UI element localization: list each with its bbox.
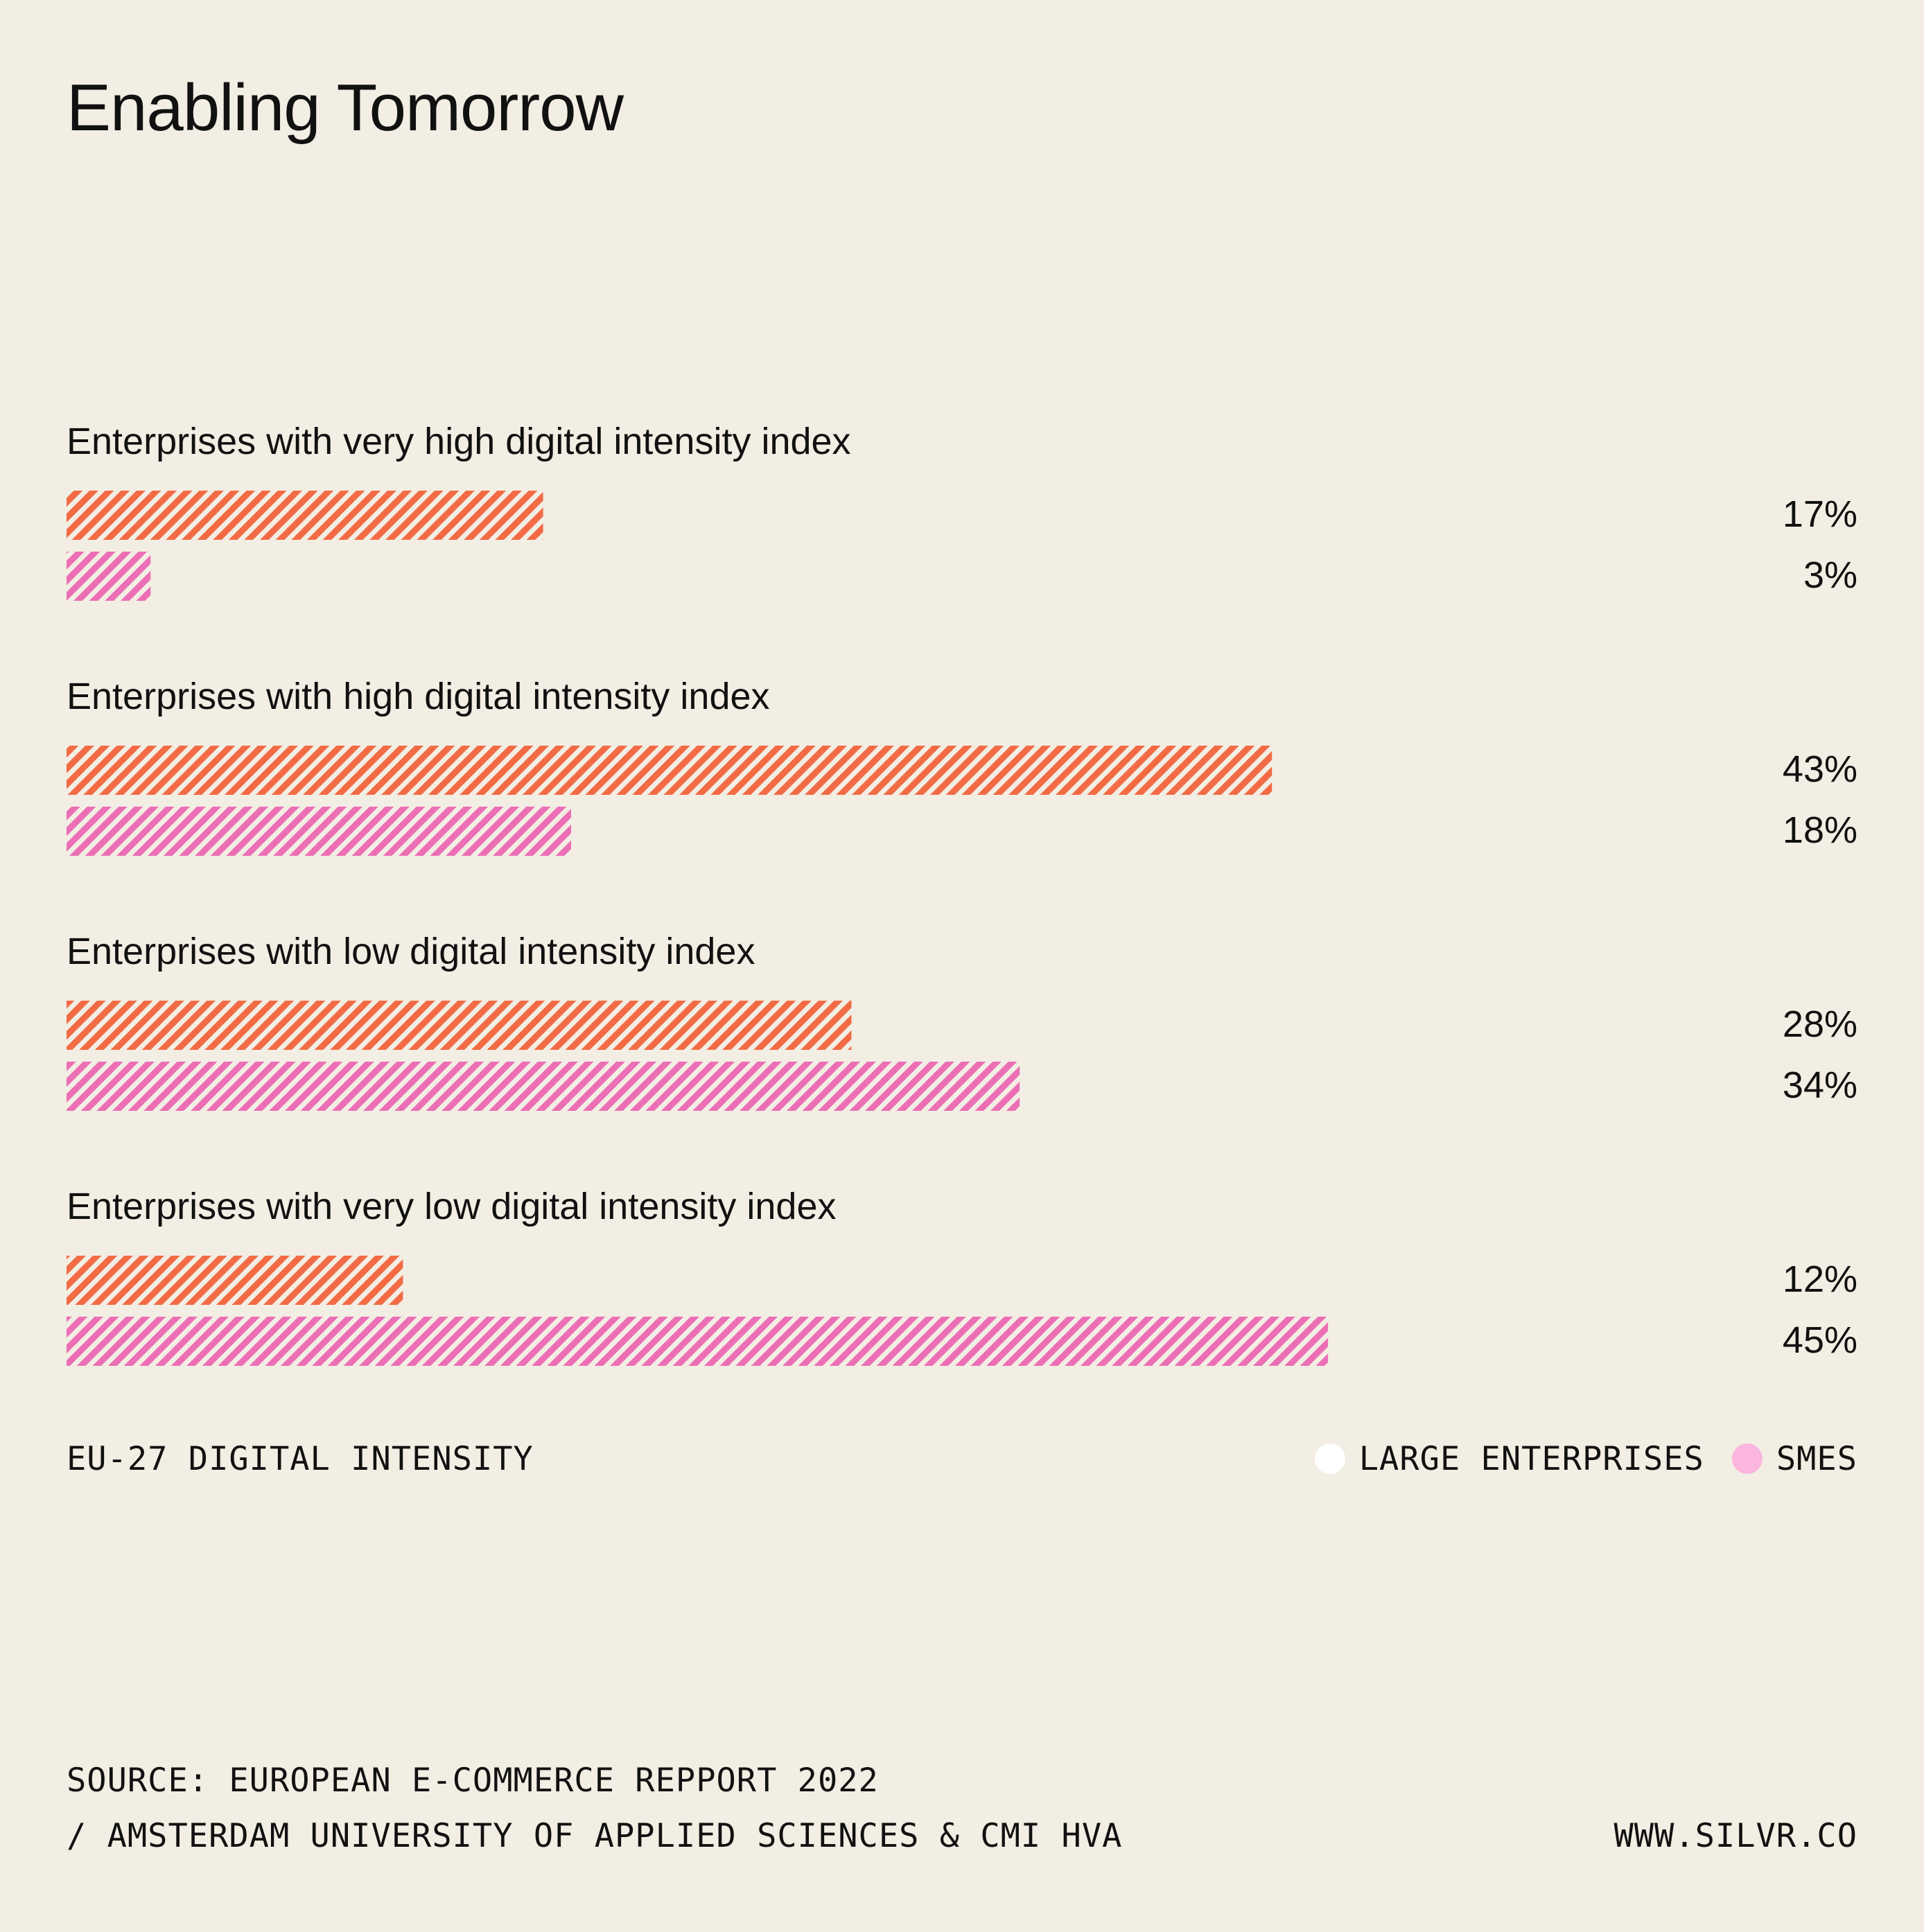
legend: LARGE ENTERPRISES SMES <box>1287 1438 1857 1479</box>
bar-smes-enterprises-with-low-digital-intensity-index <box>67 1062 1020 1111</box>
value-label-smes-enterprises-with-very-low-digital-intensity-index: 45% <box>1783 1319 1857 1361</box>
bar-large-enterprises-enterprises-with-high-digital-intensity-index <box>67 746 1273 795</box>
chart-title: Enabling Tomorrow <box>67 71 624 145</box>
bar-large-enterprises-enterprises-with-very-high-digital-intensity-index <box>67 491 543 540</box>
legend-dot-large-enterprises <box>1314 1443 1345 1474</box>
category-label-enterprises-with-very-high-digital-intensity-index: Enterprises with very high digital inten… <box>67 421 851 462</box>
value-label-large-enterprises-enterprises-with-high-digital-intensity-index: 43% <box>1783 748 1857 790</box>
chart-caption: EU-27 DIGITAL INTENSITY <box>67 1440 534 1478</box>
source-line-2: / AMSTERDAM UNIVERSITY OF APPLIED SCIENC… <box>67 1817 1123 1855</box>
category-label-enterprises-with-low-digital-intensity-index: Enterprises with low digital intensity i… <box>67 931 755 972</box>
bar-smes-enterprises-with-very-high-digital-intensity-index <box>67 552 151 601</box>
value-label-large-enterprises-enterprises-with-very-high-digital-intensity-index: 17% <box>1783 493 1857 535</box>
bar-chart: Enterprises with very high digital inten… <box>67 421 1857 1366</box>
source-line-1: SOURCE: EUROPEAN E-COMMERCE REPPORT 2022 <box>67 1762 879 1800</box>
legend-dot-smes <box>1731 1443 1763 1474</box>
bar-large-enterprises-enterprises-with-low-digital-intensity-index <box>67 1001 852 1050</box>
category-label-enterprises-with-very-low-digital-intensity-index: Enterprises with very low digital intens… <box>67 1186 836 1227</box>
value-label-smes-enterprises-with-low-digital-intensity-index: 34% <box>1783 1064 1857 1106</box>
website-link[interactable]: WWW.SILVR.CO <box>1613 1817 1857 1855</box>
legend-label-smes: SMES <box>1776 1439 1857 1478</box>
category-label-enterprises-with-high-digital-intensity-index: Enterprises with high digital intensity … <box>67 676 770 717</box>
bar-large-enterprises-enterprises-with-very-low-digital-intensity-index <box>67 1256 403 1305</box>
value-label-smes-enterprises-with-high-digital-intensity-index: 18% <box>1783 809 1857 851</box>
bar-smes-enterprises-with-high-digital-intensity-index <box>67 807 571 856</box>
chart-marks: Enterprises with very high digital inten… <box>67 421 1857 1366</box>
legend-item-smes: SMES <box>1731 1439 1857 1478</box>
value-label-large-enterprises-enterprises-with-low-digital-intensity-index: 28% <box>1783 1003 1857 1045</box>
value-label-large-enterprises-enterprises-with-very-low-digital-intensity-index: 12% <box>1783 1258 1857 1300</box>
legend-label-large-enterprises: LARGE ENTERPRISES <box>1358 1439 1704 1478</box>
value-label-smes-enterprises-with-very-high-digital-intensity-index: 3% <box>1803 554 1857 596</box>
bar-smes-enterprises-with-very-low-digital-intensity-index <box>67 1317 1329 1366</box>
legend-item-large-enterprises: LARGE ENTERPRISES <box>1314 1439 1704 1478</box>
